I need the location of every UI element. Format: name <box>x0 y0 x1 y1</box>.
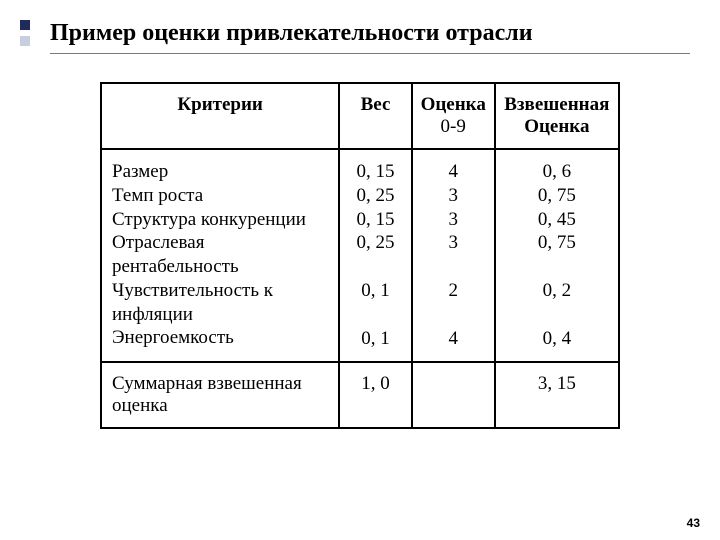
col-header-weight: Вес <box>339 83 412 149</box>
weight-value: 0, 25 <box>344 184 407 208</box>
criteria-item: Отраслевая рентабельность <box>112 231 330 279</box>
weight-value: 0, 1 <box>344 279 407 303</box>
criteria-item: Чувствительность к инфляции <box>112 279 330 327</box>
criteria-item: Энергоемкость <box>112 326 330 350</box>
total-weighted: 3, 15 <box>495 362 619 428</box>
weighted-value: 0, 4 <box>500 327 614 351</box>
total-label: Суммарная взвешенная оценка <box>101 362 339 428</box>
criteria-item: Темп роста <box>112 184 330 208</box>
评估-table-wrap: Критерии Вес Оценка 0-9 Взвешенная Оценк… <box>100 82 620 429</box>
weighted-value: 0, 75 <box>500 184 614 208</box>
col-header-score: Оценка 0-9 <box>412 83 495 149</box>
slide-title: Пример оценки привлекательности отрасли <box>50 20 690 54</box>
criteria-item: Размер <box>112 160 330 184</box>
page-number: 43 <box>687 516 700 530</box>
score-value: 4 <box>417 160 490 184</box>
weight-value: 0, 15 <box>344 208 407 232</box>
table-data-row: Размер Темп роста Структура конкуренции … <box>101 149 619 362</box>
col-header-score-sub: 0-9 <box>419 116 488 138</box>
table-header-row: Критерии Вес Оценка 0-9 Взвешенная Оценк… <box>101 83 619 149</box>
evaluation-table: Критерии Вес Оценка 0-9 Взвешенная Оценк… <box>100 82 620 429</box>
weighted-value: 0, 45 <box>500 208 614 232</box>
weight-value: 0, 25 <box>344 231 407 255</box>
total-score <box>412 362 495 428</box>
cell-score-list: 4 3 3 3 2 4 <box>412 149 495 362</box>
cell-criteria-list: Размер Темп роста Структура конкуренции … <box>101 149 339 362</box>
cell-weighted-list: 0, 6 0, 75 0, 45 0, 75 0, 2 0, 4 <box>495 149 619 362</box>
weighted-value: 0, 75 <box>500 231 614 255</box>
weight-value: 0, 15 <box>344 160 407 184</box>
score-value: 3 <box>417 184 490 208</box>
cell-weight-list: 0, 15 0, 25 0, 15 0, 25 0, 1 0, 1 <box>339 149 412 362</box>
weighted-value: 0, 6 <box>500 160 614 184</box>
score-value: 4 <box>417 327 490 351</box>
score-value: 3 <box>417 208 490 232</box>
bullet-square-icon <box>20 20 30 30</box>
weight-value: 0, 1 <box>344 327 407 351</box>
slide: Пример оценки привлекательности отрасли … <box>0 0 720 540</box>
title-bullet-decor <box>20 20 30 46</box>
criteria-item: Структура конкуренции <box>112 208 330 232</box>
col-header-score-main: Оценка <box>421 94 486 115</box>
score-value: 2 <box>417 279 490 303</box>
table-total-row: Суммарная взвешенная оценка 1, 0 3, 15 <box>101 362 619 428</box>
col-header-criteria: Критерии <box>101 83 339 149</box>
bullet-square-icon <box>20 36 30 46</box>
score-value: 3 <box>417 231 490 255</box>
weighted-value: 0, 2 <box>500 279 614 303</box>
col-header-weighted: Взвешенная Оценка <box>495 83 619 149</box>
total-weight: 1, 0 <box>339 362 412 428</box>
